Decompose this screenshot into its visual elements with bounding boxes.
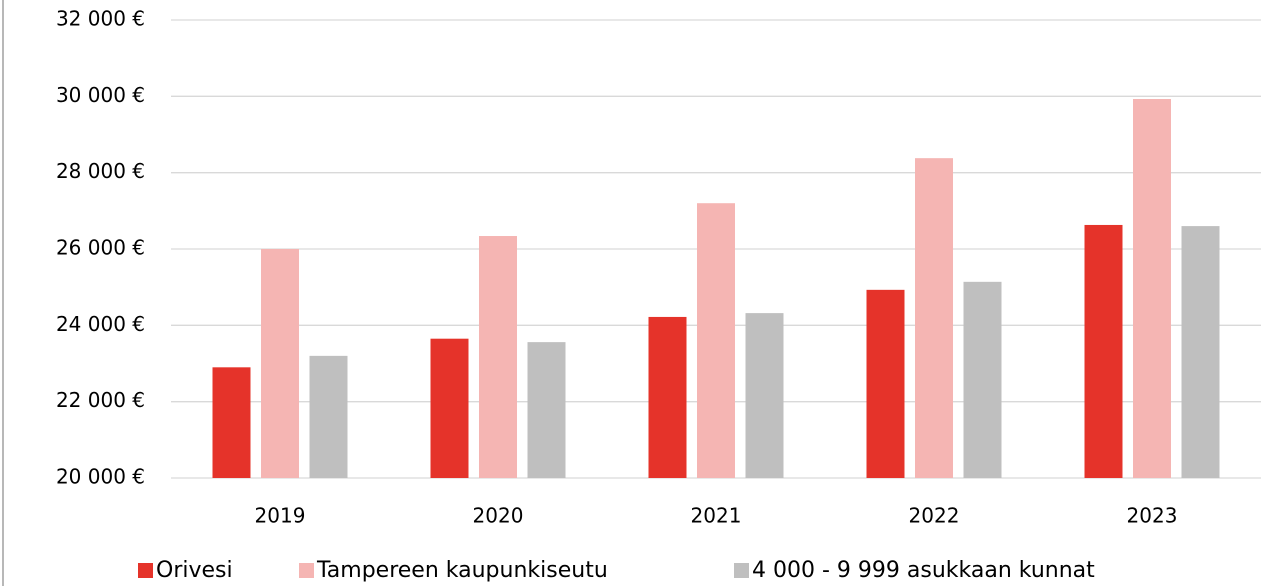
bar [963, 281, 1002, 478]
bar [915, 158, 953, 478]
bar [697, 203, 735, 478]
bar [212, 367, 251, 478]
x-tick-label: 2023 [1127, 504, 1178, 528]
legend-label: Orivesi [156, 558, 233, 583]
y-tick-label: 22 000 € [56, 388, 145, 412]
bar [1133, 99, 1171, 478]
legend-label: 4 000 - 9 999 asukkaan kunnat [752, 558, 1095, 583]
bar [1084, 224, 1123, 478]
y-tick-label: 20 000 € [56, 465, 145, 489]
y-tick-label: 26 000 € [56, 236, 145, 260]
bar [866, 289, 905, 478]
legend-swatch [138, 563, 153, 578]
bar [309, 355, 348, 478]
y-tick-label: 30 000 € [56, 83, 145, 107]
bar [648, 316, 687, 478]
bar [261, 249, 299, 478]
y-tick-label: 28 000 € [56, 159, 145, 183]
x-tick-label: 2019 [255, 504, 306, 528]
y-tick-label: 24 000 € [56, 312, 145, 336]
legend-swatch [734, 563, 749, 578]
legend-label: Tampereen kaupunkiseutu [316, 558, 608, 583]
legend-swatch [299, 563, 314, 578]
bar [1181, 226, 1220, 478]
x-tick-label: 2022 [909, 504, 960, 528]
y-tick-label: 32 000 € [56, 7, 145, 31]
bar [745, 313, 784, 478]
x-tick-label: 2020 [473, 504, 524, 528]
bar [527, 342, 566, 478]
bar [430, 338, 469, 478]
bar [479, 236, 517, 478]
x-tick-label: 2021 [691, 504, 742, 528]
